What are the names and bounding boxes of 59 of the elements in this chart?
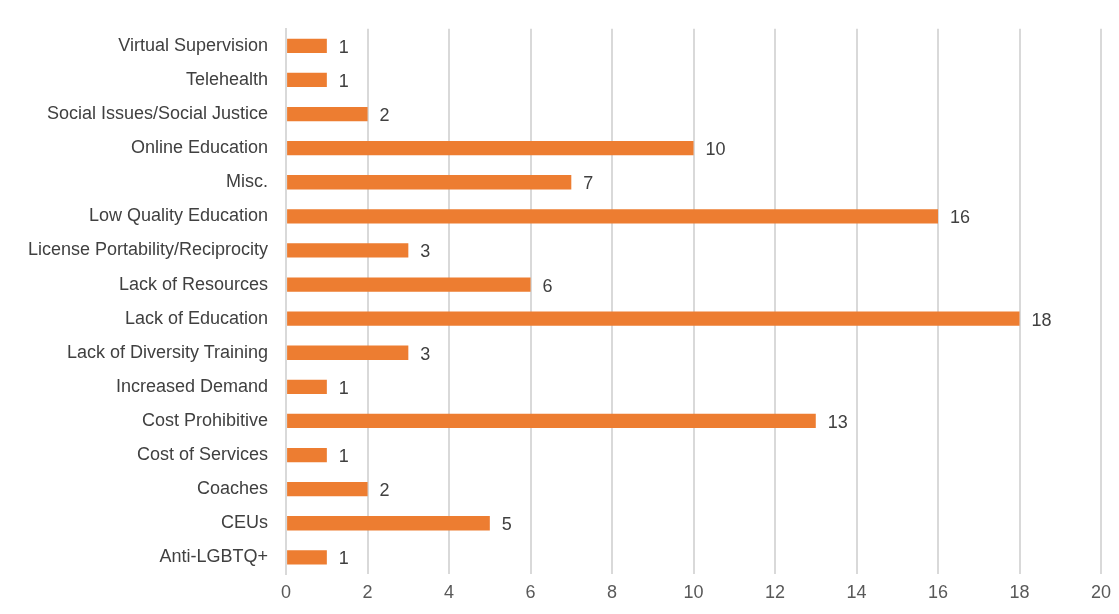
data-label: 18 — [1031, 309, 1052, 330]
x-tick-label: 14 — [846, 582, 867, 603]
bar — [287, 175, 572, 190]
y-tick-label: Cost Prohibitive — [142, 409, 269, 430]
y-tick-label: Anti-LGBTQ+ — [159, 546, 269, 567]
data-label: 13 — [827, 411, 848, 432]
data-label: 10 — [705, 139, 726, 160]
y-tick-label: Misc. — [226, 171, 269, 192]
x-tick-label: 18 — [1009, 582, 1030, 603]
bar — [287, 516, 490, 531]
y-tick-label: CEUs — [221, 512, 269, 533]
data-label: 3 — [420, 241, 431, 262]
y-tick-label: Cost of Services — [137, 444, 269, 465]
data-label: 1 — [338, 446, 349, 467]
y-tick-label: Lack of Resources — [119, 273, 269, 294]
x-tick-label: 12 — [765, 582, 786, 603]
data-label: 2 — [379, 480, 390, 501]
y-tick-label: Increased Demand — [116, 375, 269, 396]
y-tick-label: Social Issues/Social Justice — [46, 103, 269, 124]
data-label: 1 — [338, 70, 349, 91]
x-tick-label: 20 — [1090, 582, 1111, 603]
x-tick-label: 6 — [525, 582, 536, 603]
x-tick-label: 0 — [281, 582, 292, 603]
bar — [287, 72, 327, 88]
y-tick-label: Virtual Supervision — [118, 34, 269, 55]
bar — [287, 243, 409, 258]
bar — [287, 345, 409, 360]
y-tick-label: Low Quality Education — [88, 205, 269, 226]
data-label: 5 — [501, 514, 512, 535]
data-label: 3 — [420, 343, 431, 364]
bar — [287, 447, 327, 463]
bar — [287, 413, 816, 429]
y-tick-label: Telehealth — [186, 68, 269, 89]
data-label: 7 — [583, 173, 594, 194]
data-label: 6 — [542, 275, 553, 296]
y-tick-label: License Portability/Reciprocity — [27, 239, 269, 260]
data-label: 16 — [950, 207, 971, 228]
bar — [287, 38, 327, 54]
bar — [287, 209, 939, 224]
data-label: 1 — [338, 548, 349, 569]
y-tick-label: Coaches — [197, 478, 269, 499]
bar — [287, 550, 327, 565]
x-tick-label: 16 — [928, 582, 949, 603]
bar — [287, 481, 368, 497]
bar — [287, 277, 531, 292]
y-tick-label: Lack of Diversity Training — [67, 341, 269, 362]
y-tick-label: Lack of Education — [124, 307, 269, 328]
data-label: 1 — [338, 377, 349, 398]
data-label: 1 — [338, 36, 349, 57]
bar — [287, 379, 327, 395]
x-tick-label: 4 — [444, 582, 455, 603]
data-label: 2 — [379, 105, 390, 126]
x-tick-label: 8 — [607, 582, 618, 603]
y-tick-label: Online Education — [131, 137, 269, 158]
bar — [287, 311, 1020, 326]
bar — [287, 106, 368, 122]
x-tick-label: 2 — [362, 582, 373, 603]
bar — [287, 140, 694, 156]
x-tick-label: 10 — [683, 582, 704, 603]
